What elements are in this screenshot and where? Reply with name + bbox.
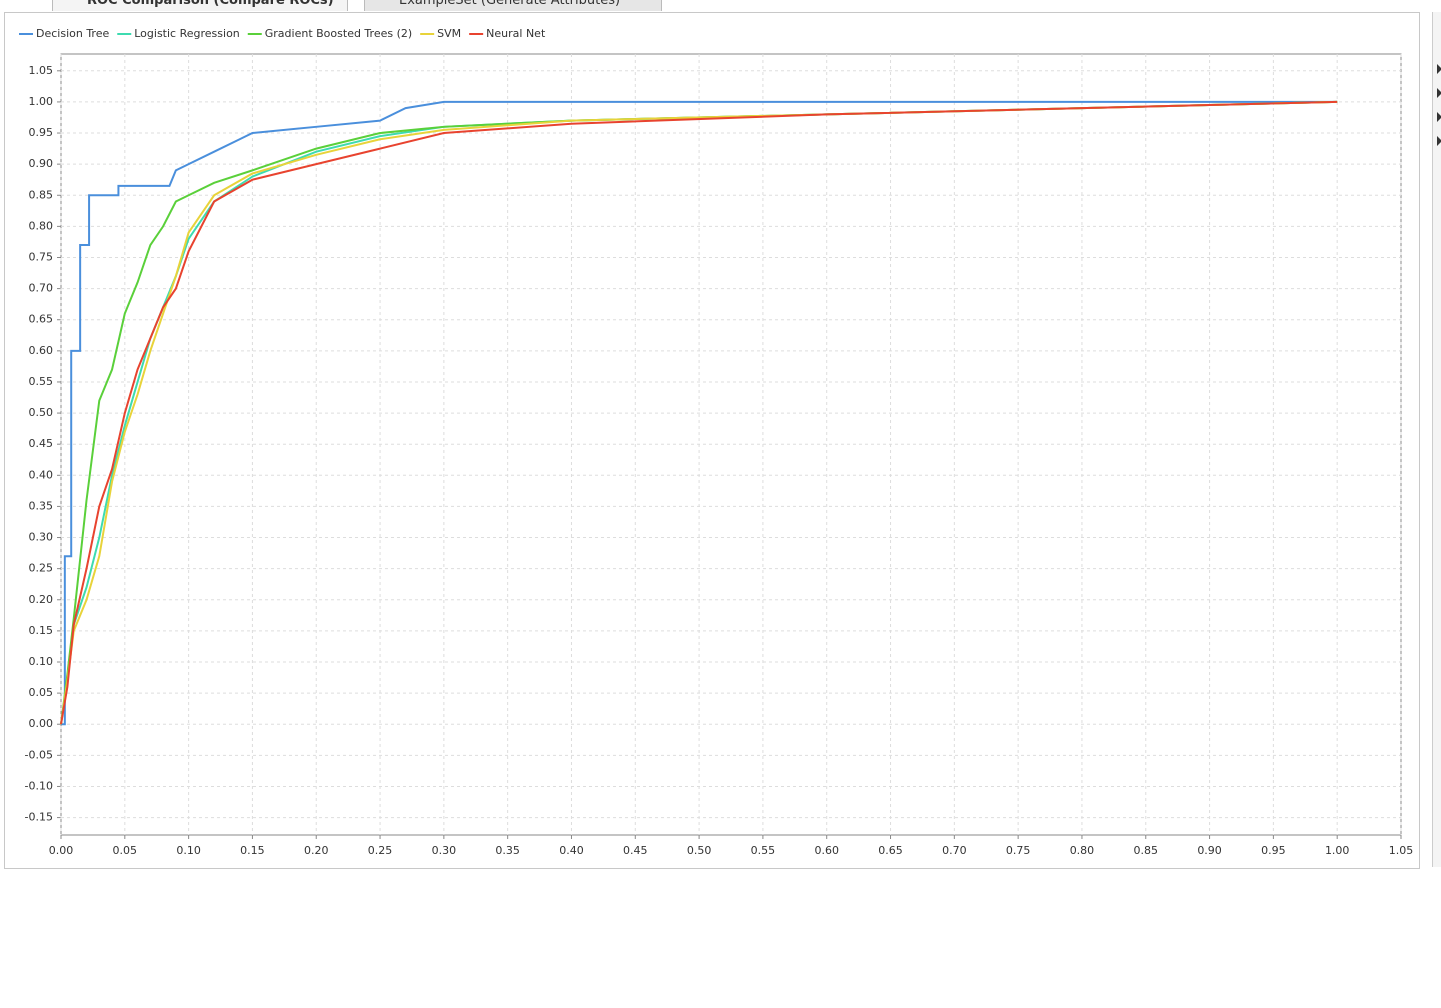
x-tick-label: 0.30	[432, 844, 457, 857]
y-tick-label: 0.25	[29, 562, 54, 575]
legend-label: Logistic Regression	[134, 27, 240, 40]
expand-arrow[interactable]	[1437, 136, 1441, 146]
legend-label: Gradient Boosted Trees (2)	[265, 27, 412, 40]
x-tick-label: 0.90	[1197, 844, 1222, 857]
legend-label: Decision Tree	[36, 27, 109, 40]
x-tick-label: 0.10	[176, 844, 201, 857]
y-tick-label: 0.35	[29, 499, 54, 512]
y-tick-label: 0.45	[29, 437, 54, 450]
chart: -0.15 -0.10 -0.05 0.00 0.05 0.10 0.15 0.20 0.25 0…	[19, 27, 1414, 857]
x-tick-label: 0.00	[49, 844, 74, 857]
y-tick-label: 0.55	[29, 375, 54, 388]
x-tick-label: 0.25	[368, 844, 393, 857]
y-tick-label: 0.05	[29, 686, 54, 699]
x-tick-label: 0.60	[814, 844, 839, 857]
y-tick-label: 0.75	[29, 250, 54, 263]
tab[interactable]: ExampleSet (Generate Attributes)	[364, 0, 662, 11]
y-tick-label: -0.10	[25, 779, 53, 792]
x-tick-label: 0.65	[878, 844, 903, 857]
roc-curve	[61, 100, 1338, 726]
y-tick-label: -0.15	[25, 811, 53, 824]
y-tick-label: -0.05	[25, 748, 53, 761]
x-tick-label: 1.05	[1389, 844, 1414, 857]
x-tick-label: 0.20	[304, 844, 329, 857]
legend-label: Neural Net	[486, 27, 546, 40]
y-tick-label: 0.70	[29, 282, 54, 295]
x-tick-label: 0.95	[1261, 844, 1286, 857]
y-tick-label: 0.80	[29, 219, 54, 232]
y-tick-label: 0.15	[29, 624, 54, 637]
side-bar	[1432, 12, 1441, 867]
x-tick-label: 1.00	[1325, 844, 1350, 857]
x-tick-label: 0.85	[1134, 844, 1159, 857]
x-tick-label: 0.50	[687, 844, 712, 857]
y-tick-label: 0.50	[29, 406, 54, 419]
x-tick-label: 0.80	[1070, 844, 1095, 857]
roc-curve	[60, 100, 1338, 725]
y-tick-label: 0.90	[29, 157, 54, 170]
expand-arrow[interactable]	[1437, 88, 1441, 98]
x-tick-label: 0.35	[495, 844, 520, 857]
y-tick-label: 0.10	[29, 655, 54, 668]
x-tick-label: 0.15	[240, 844, 265, 857]
legend-label: SVM	[437, 27, 461, 40]
y-tick-label: 0.65	[29, 313, 54, 326]
chart-panel: -0.15 -0.10 -0.05 0.00 0.05 0.10 0.15 0.20 0.25 0…	[4, 12, 1420, 869]
roc-curve	[60, 100, 1338, 725]
y-tick-label: 0.60	[29, 344, 54, 357]
x-tick-label: 0.45	[623, 844, 648, 857]
x-tick-label: 0.55	[751, 844, 776, 857]
y-tick-label: 0.85	[29, 188, 54, 201]
x-tick-label: 0.40	[559, 844, 584, 857]
y-tick-label: 0.30	[29, 531, 54, 544]
y-tick-label: 1.00	[29, 95, 54, 108]
y-tick-label: 1.05	[29, 64, 54, 77]
y-tick-label: 0.40	[29, 468, 54, 481]
y-tick-label: 0.20	[29, 593, 54, 606]
tab[interactable]: ROC Comparison (Compare ROCs)	[52, 0, 348, 11]
expand-arrow[interactable]	[1437, 112, 1441, 122]
y-tick-label: 0.00	[29, 717, 54, 730]
roc-curve	[60, 100, 1338, 725]
expand-arrow[interactable]	[1437, 64, 1441, 74]
x-tick-label: 0.75	[1006, 844, 1031, 857]
x-tick-label: 0.70	[942, 844, 967, 857]
y-tick-label: 0.95	[29, 126, 54, 139]
x-tick-label: 0.05	[113, 844, 138, 857]
